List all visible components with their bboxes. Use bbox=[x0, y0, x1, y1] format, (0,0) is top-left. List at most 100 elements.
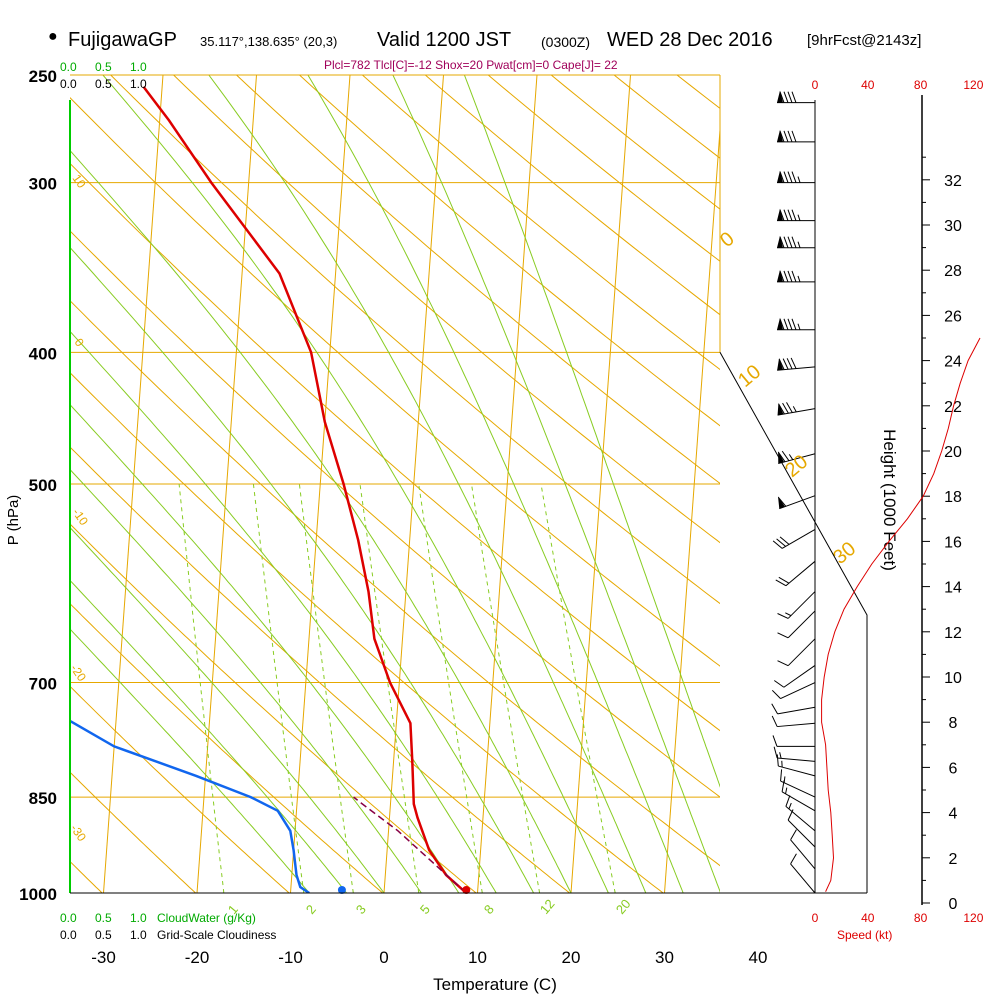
dry-adiabat bbox=[362, 75, 720, 371]
height-tick-label: 4 bbox=[949, 806, 958, 823]
height-tick-label: 26 bbox=[944, 308, 962, 325]
height-tick-label: 28 bbox=[944, 263, 962, 280]
height-tick-label: 18 bbox=[944, 489, 962, 506]
wind-barb bbox=[775, 560, 816, 587]
series-layer bbox=[70, 85, 468, 893]
wind-barb-half bbox=[797, 176, 801, 183]
moist-adiabat bbox=[70, 579, 347, 893]
wind-barb bbox=[777, 170, 815, 184]
wind-barb-staff bbox=[777, 722, 816, 728]
wind-barb-full bbox=[777, 660, 789, 667]
wind-barb bbox=[777, 495, 816, 510]
wind-barb-full bbox=[776, 538, 786, 547]
height-tick-label: 2 bbox=[949, 851, 958, 868]
isotherm--30 bbox=[103, 75, 164, 893]
wind-barb bbox=[785, 795, 816, 832]
moist-adiabat bbox=[392, 75, 720, 893]
wind-barb-full bbox=[787, 809, 794, 821]
mixing-ratio-line bbox=[418, 483, 483, 893]
surface-temperature-dot bbox=[462, 886, 471, 894]
mixing-ratio-label: 8 bbox=[481, 902, 497, 917]
cloudiness-tick-top: 0.0 bbox=[60, 77, 77, 91]
wind-barb-half bbox=[788, 802, 792, 810]
wind-barb-full bbox=[779, 91, 785, 103]
station-dot: ● bbox=[48, 28, 58, 45]
wind-barb-half bbox=[797, 275, 801, 283]
wind-barb-half bbox=[797, 214, 801, 221]
dry-adiabat bbox=[70, 685, 290, 893]
x-tick-label: 10 bbox=[468, 948, 487, 967]
mixing-ratio-line bbox=[252, 483, 305, 893]
x-tick-label: -10 bbox=[278, 948, 303, 967]
wind-barb-staff bbox=[787, 819, 816, 848]
wind-barb bbox=[771, 703, 816, 715]
dry-adiabat bbox=[803, 75, 1000, 893]
p-tick-label: 500 bbox=[29, 476, 57, 495]
height-tick-label: 0 bbox=[949, 896, 958, 913]
wind-barb-staff bbox=[787, 591, 816, 619]
wind-panel-outline bbox=[719, 352, 868, 893]
wind-barb bbox=[777, 269, 815, 283]
x-tick-label: 0 bbox=[379, 948, 388, 967]
wind-barb-full bbox=[783, 91, 789, 103]
wind-barb-full bbox=[785, 795, 791, 807]
moist-adiabat bbox=[70, 330, 497, 893]
mixing-ratio-line bbox=[298, 483, 354, 893]
wind-barb-staff bbox=[787, 638, 816, 667]
station-coords: 35.117°,138.635° (20,3) bbox=[200, 34, 338, 49]
dry-adiabat bbox=[0, 75, 9, 893]
dry-adiabat bbox=[173, 75, 720, 544]
p-tick-label: 850 bbox=[29, 789, 57, 808]
wind-barb-full bbox=[787, 318, 793, 330]
wind-barb-full bbox=[783, 318, 789, 330]
speed-tick-top: 80 bbox=[914, 78, 928, 92]
wind-barb-full bbox=[782, 402, 789, 414]
wind-barb-staff bbox=[785, 560, 816, 587]
wind-barb-flag bbox=[777, 269, 783, 282]
wind-barb-staff bbox=[790, 839, 816, 870]
x-tick-label: 20 bbox=[562, 948, 581, 967]
wind-barb-full bbox=[777, 451, 786, 463]
wind-barb-flag bbox=[777, 357, 784, 371]
cloudiness-label: Grid-Scale Cloudiness bbox=[157, 928, 276, 942]
speed-tick-top: 120 bbox=[963, 78, 983, 92]
utc-time: (0300Z) bbox=[541, 34, 591, 50]
wind-barb-flag bbox=[777, 402, 784, 416]
wind-speed-profile bbox=[821, 337, 981, 892]
station-name: FujigawaGP bbox=[68, 29, 177, 51]
mixing-ratio-line bbox=[540, 483, 616, 893]
speed-tick-bottom: 0 bbox=[812, 911, 819, 925]
wind-barb bbox=[771, 715, 816, 728]
wind-barb-half bbox=[788, 454, 794, 460]
speed-tick-top: 0 bbox=[812, 78, 819, 92]
moist-adiabat bbox=[70, 628, 310, 893]
dry-adiabat bbox=[70, 523, 477, 893]
wind-layer bbox=[771, 90, 816, 894]
wind-barb-flag bbox=[777, 317, 783, 330]
wind-barb-full bbox=[772, 540, 783, 549]
wind-barb-full bbox=[787, 91, 793, 103]
wind-barb-full bbox=[791, 318, 797, 330]
wind-barb-flag bbox=[777, 90, 783, 103]
wind-barb-flag bbox=[777, 129, 783, 142]
wind-barb-full bbox=[779, 318, 785, 330]
wind-barb-full bbox=[786, 402, 793, 413]
wind-barb-full bbox=[777, 613, 789, 619]
speed-tick-top: 40 bbox=[861, 78, 875, 92]
isotherm--10 bbox=[290, 75, 351, 893]
mixing-ratio-line bbox=[359, 483, 420, 893]
wind-barb-full bbox=[777, 632, 789, 639]
p-tick-label: 700 bbox=[29, 675, 57, 694]
mixing-ratio-label: 3 bbox=[353, 902, 369, 917]
dry-adiabat bbox=[70, 446, 570, 893]
dry-adiabat bbox=[424, 75, 720, 316]
dry-adiabat bbox=[70, 771, 196, 893]
x-tick-label: -30 bbox=[91, 948, 116, 967]
mixing-ratio-label: 20 bbox=[613, 896, 634, 917]
wind-barb-staff bbox=[779, 495, 816, 510]
wind-barb-half bbox=[797, 241, 801, 248]
dry-adiabat bbox=[236, 75, 720, 485]
dry-adiabat bbox=[70, 371, 664, 893]
wind-barb-flag bbox=[777, 208, 783, 221]
